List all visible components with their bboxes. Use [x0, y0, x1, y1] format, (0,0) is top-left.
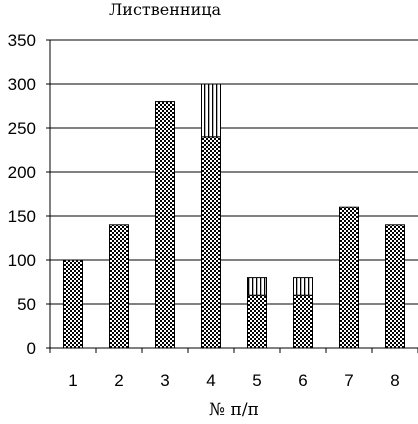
y-tick-label: 250	[8, 119, 36, 138]
x-axis-label: № п/п	[209, 400, 259, 420]
x-tick-label: 5	[252, 371, 261, 390]
bar-segment-checkered	[109, 224, 129, 349]
y-tick-label: 300	[8, 75, 36, 94]
x-tick-label: 4	[206, 371, 215, 390]
x-tick-label: 3	[160, 371, 169, 390]
bar-segment-checkered	[247, 294, 267, 349]
y-tick-label: 350	[8, 31, 36, 50]
bar-segment-checkered	[201, 136, 221, 349]
y-tick-label: 200	[8, 163, 36, 182]
bar-segment-checkered	[63, 259, 83, 349]
gridlines	[50, 39, 418, 305]
bar-segment-striped	[293, 277, 313, 296]
bar-segment-striped	[201, 83, 221, 138]
axes	[46, 39, 418, 353]
y-tick-label: 100	[8, 251, 36, 270]
x-tick-label: 1	[68, 371, 77, 390]
bar-segment-checkered	[385, 224, 405, 349]
x-tick-label: 8	[390, 371, 399, 390]
y-tick-label: 0	[27, 339, 36, 358]
y-tick-label: 50	[17, 295, 36, 314]
bar-segment-checkered	[339, 206, 359, 349]
bar-segment-checkered	[293, 294, 313, 349]
y-tick-labels: 0 50 100 150 200 250 300 350	[8, 31, 36, 358]
x-tick-label: 6	[298, 371, 307, 390]
x-tick-label: 2	[114, 371, 123, 390]
chart-title: Лиственница	[109, 0, 222, 19]
bars	[63, 83, 405, 349]
bar-segment-checkered	[155, 101, 175, 349]
x-tick-label: 7	[344, 371, 353, 390]
x-tick-labels: 1 2 3 4 5 6 7 8	[68, 371, 399, 390]
y-tick-label: 150	[8, 207, 36, 226]
bar-segment-striped	[247, 277, 267, 296]
